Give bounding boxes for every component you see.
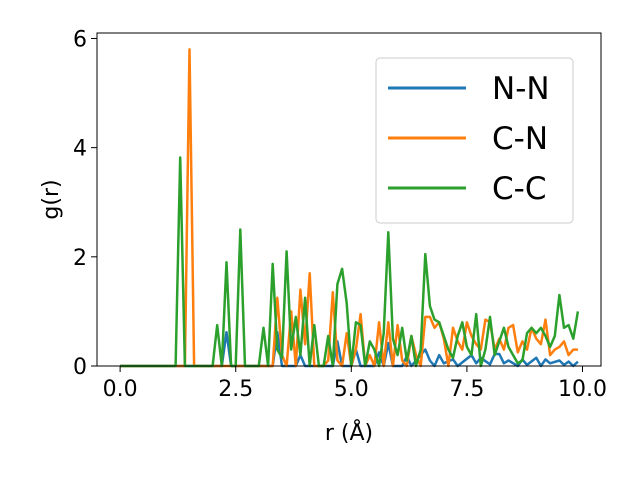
legend-label-c-c: C-C [492,171,546,207]
x-tick-label: 7.5 [449,377,484,402]
y-axis-label: g(r) [39,179,64,219]
legend: N-N C-N C-C [375,57,574,224]
x-tick-label: 10.0 [558,377,607,402]
legend-box [375,57,574,224]
legend-label-n-n: N-N [492,71,550,107]
axes-frame [96,32,602,367]
y-tick-label: 0 [73,355,87,380]
x-tick-label: 0.0 [103,377,138,402]
x-tick-label: 2.5 [218,377,253,402]
y-tick-label: 6 [73,27,87,52]
x-axis-label: r (Å) [325,419,373,446]
ticks: 0.0 2.5 5.0 7.5 10.0 0 2 4 6 [73,27,607,402]
y-tick-label: 4 [73,137,87,162]
series-line-c-c [120,156,580,368]
legend-label-c-n: C-N [492,121,548,157]
y-tick-label: 2 [73,246,87,271]
x-tick-label: 5.0 [334,377,369,402]
